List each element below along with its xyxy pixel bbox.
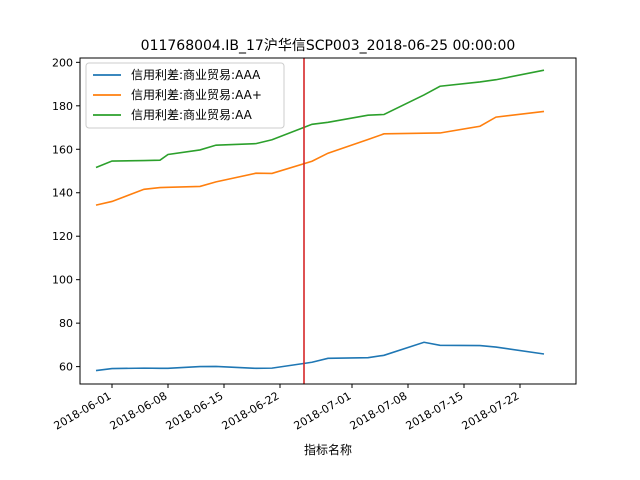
plot-lines: [95, 69, 545, 372]
y-tick-label: 140: [52, 187, 73, 200]
series-line-1: [95, 341, 545, 372]
y-axis: 60 80 100 120 140 160 180 200: [52, 56, 80, 374]
x-tick-label: 2018-07-01: [292, 389, 354, 432]
x-axis: 2018-06-012018-06-082018-06-152018-06-22…: [52, 384, 522, 433]
x-tick-label: 2018-07-08: [348, 389, 410, 432]
x-tick-label: 2018-06-01: [52, 389, 114, 432]
x-tick-label: 2018-07-15: [404, 389, 466, 432]
x-tick-label: 2018-07-22: [460, 389, 522, 432]
series-line-3: [95, 69, 545, 169]
plot-frame: [79, 57, 577, 385]
y-tick-label: 60: [59, 361, 73, 374]
x-tick-label: 2018-06-08: [108, 389, 170, 432]
legend-box: [85, 62, 285, 129]
y-tick-label: 80: [59, 317, 73, 330]
x-axis-label: 指标名称: [304, 442, 352, 457]
x-tick-label: 2018-06-22: [220, 389, 282, 432]
y-tick-label: 160: [52, 143, 73, 156]
legend-label-1: 信用利差:商业贸易:AAA: [131, 67, 261, 82]
chart-title: 011768004.IB_17沪华信SCP003_2018-06-25 00:0…: [141, 38, 516, 54]
legend-label-2: 信用利差:商业贸易:AA+: [131, 87, 262, 102]
y-tick-label: 200: [52, 56, 73, 69]
legend-label-3: 信用利差:商业贸易:AA: [131, 107, 253, 122]
y-tick-label: 180: [52, 100, 73, 113]
x-tick-label: 2018-06-15: [164, 389, 226, 432]
legend: 信用利差:商业贸易:AAA 信用利差:商业贸易:AA+ 信用利差:商业贸易:AA: [85, 62, 285, 129]
y-tick-label: 120: [52, 230, 73, 243]
series-line-2: [95, 110, 545, 206]
y-tick-label: 100: [52, 274, 73, 287]
